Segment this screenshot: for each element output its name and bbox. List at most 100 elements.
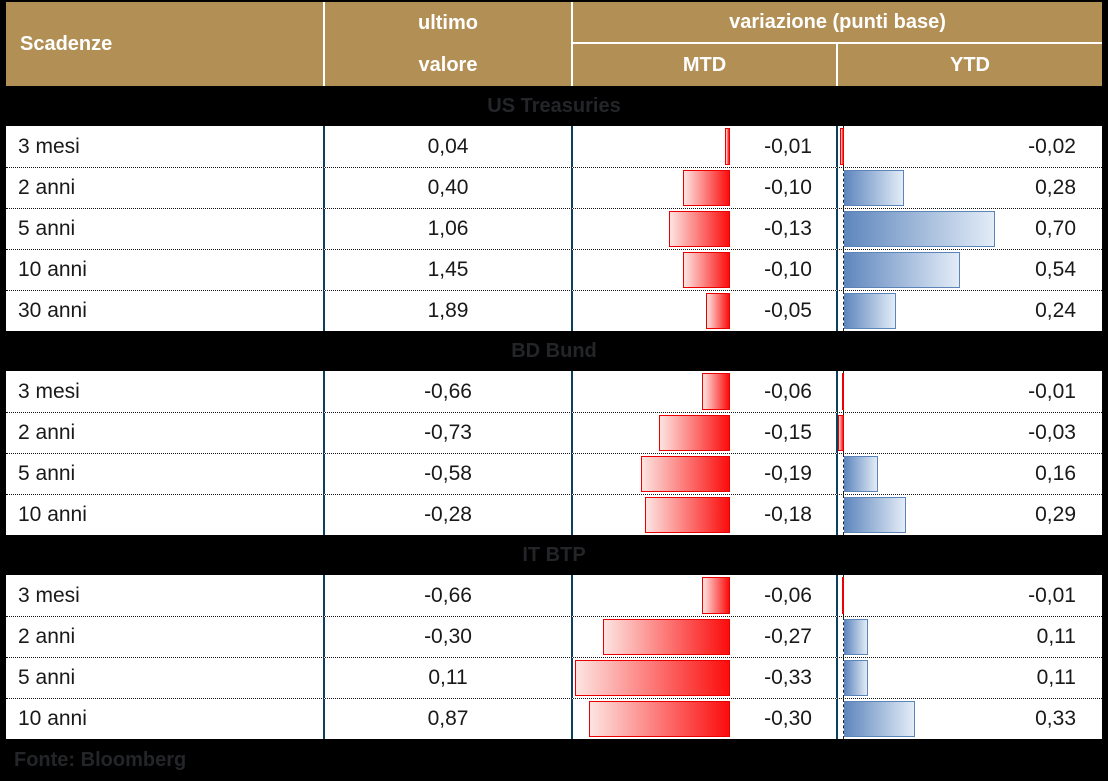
- maturity-label: 2 anni: [18, 421, 76, 444]
- ytd-cell: -0,01: [836, 575, 1102, 616]
- last-value-cell: -0,66: [323, 575, 571, 616]
- mtd-cell: -0,06: [571, 371, 836, 412]
- mtd-value: -0,06: [764, 379, 812, 403]
- maturity-label: 10 anni: [18, 258, 87, 281]
- mtd-bar: [706, 293, 730, 329]
- mtd-cell: -0,10: [571, 250, 836, 290]
- ytd-value: -0,01: [1028, 583, 1076, 607]
- mtd-bar: [641, 456, 730, 492]
- ytd-zero-line: [843, 454, 844, 494]
- last-value-cell: 0,40: [323, 168, 571, 208]
- ytd-value: 0,11: [1036, 666, 1076, 689]
- header-scadenze: Scadenze: [20, 32, 113, 55]
- section-title: US Treasuries: [6, 86, 1102, 126]
- table-row: 5 anni 1,06 -0,13 0,70: [6, 208, 1102, 249]
- ytd-cell: 0,28: [836, 168, 1102, 208]
- maturity-label: 5 anni: [18, 666, 76, 689]
- mtd-value: -0,19: [764, 462, 812, 485]
- ytd-bar: [844, 211, 995, 247]
- maturity-label: 3 mesi: [18, 583, 80, 607]
- last-value-cell: 1,45: [323, 250, 571, 290]
- ytd-value: 0,24: [1035, 299, 1076, 322]
- ytd-value: -0,03: [1028, 421, 1076, 444]
- source-note: Fonte: Bloomberg: [14, 748, 187, 771]
- ytd-bar: [842, 577, 844, 614]
- header-ultimo-valore: ultimo valore: [323, 2, 571, 86]
- mtd-value: -0,05: [764, 299, 812, 322]
- last-value-cell: -0,58: [323, 454, 571, 494]
- maturity-label: 5 anni: [18, 462, 76, 485]
- mtd-cell: -0,18: [571, 495, 836, 535]
- mtd-bar: [725, 128, 730, 165]
- mtd-bar: [659, 415, 730, 451]
- mtd-value: -0,30: [764, 707, 812, 730]
- ytd-zero-line: [843, 291, 844, 331]
- ytd-value: -0,02: [1028, 134, 1076, 158]
- table-row: 10 anni -0,28 -0,18 0,29: [6, 494, 1102, 535]
- mtd-bar: [575, 660, 730, 696]
- ytd-bar: [838, 415, 844, 451]
- ytd-bar: [842, 373, 844, 410]
- ytd-cell: -0,02: [836, 126, 1102, 167]
- mtd-bar: [603, 619, 730, 655]
- maturity-label: 30 anni: [18, 299, 87, 322]
- table-body: US Treasuries 3 mesi 0,04 -0,01 -0,02 2 …: [6, 86, 1102, 739]
- ytd-cell: 0,16: [836, 454, 1102, 494]
- last-value-cell: -0,30: [323, 617, 571, 657]
- mtd-cell: -0,27: [571, 617, 836, 657]
- ytd-bar: [844, 497, 906, 533]
- ytd-cell: 0,70: [836, 209, 1102, 249]
- ytd-value: 0,33: [1035, 707, 1076, 730]
- table-row: 3 mesi -0,66 -0,06 -0,01: [6, 575, 1102, 616]
- mtd-cell: -0,30: [571, 699, 836, 739]
- mtd-value: -0,15: [764, 421, 812, 444]
- ytd-cell: 0,24: [836, 291, 1102, 331]
- mtd-cell: -0,19: [571, 454, 836, 494]
- table-section: IT BTP 3 mesi -0,66 -0,06 -0,01 2 anni -…: [6, 535, 1102, 739]
- mtd-value: -0,18: [764, 503, 812, 526]
- section-title: IT BTP: [6, 535, 1102, 575]
- table-row: 10 anni 1,45 -0,10 0,54: [6, 249, 1102, 290]
- mtd-value: -0,01: [764, 134, 812, 158]
- ytd-bar: [844, 293, 896, 329]
- table-row: 3 mesi -0,66 -0,06 -0,01: [6, 371, 1102, 412]
- header-variazione: variazione (punti base): [573, 2, 1102, 44]
- table-row: 5 anni -0,58 -0,19 0,16: [6, 453, 1102, 494]
- ytd-bar: [840, 128, 844, 165]
- last-value-cell: 0,04: [323, 126, 571, 167]
- table-row: 2 anni 0,40 -0,10 0,28: [6, 167, 1102, 208]
- ytd-cell: 0,29: [836, 495, 1102, 535]
- section-rows: 3 mesi 0,04 -0,01 -0,02 2 anni 0,40 -0,1…: [6, 126, 1102, 331]
- ytd-value: 0,11: [1036, 625, 1076, 648]
- mtd-bar: [683, 252, 730, 288]
- section-title: BD Bund: [6, 331, 1102, 371]
- ytd-cell: 0,11: [836, 658, 1102, 698]
- last-value-cell: -0,28: [323, 495, 571, 535]
- header-ultimo-line1: ultimo: [418, 11, 478, 34]
- mtd-bar: [702, 373, 730, 410]
- maturity-label: 5 anni: [18, 217, 76, 240]
- ytd-value: 0,70: [1035, 217, 1076, 240]
- ytd-cell: 0,54: [836, 250, 1102, 290]
- table-section: BD Bund 3 mesi -0,66 -0,06 -0,01 2 anni …: [6, 331, 1102, 535]
- ytd-cell: 0,33: [836, 699, 1102, 739]
- mtd-bar: [589, 701, 730, 737]
- table-header: Scadenze ultimo valore variazione (punti…: [6, 2, 1102, 86]
- maturity-label: 2 anni: [18, 176, 76, 199]
- table-row: 3 mesi 0,04 -0,01 -0,02: [6, 126, 1102, 167]
- mtd-cell: -0,15: [571, 413, 836, 453]
- ytd-bar: [844, 660, 868, 696]
- ytd-bar: [844, 170, 904, 206]
- mtd-cell: -0,10: [571, 168, 836, 208]
- mtd-bar: [669, 211, 730, 247]
- header-mtd: MTD: [682, 53, 727, 76]
- ytd-value: -0,01: [1028, 379, 1076, 403]
- table-row: 5 anni 0,11 -0,33 0,11: [6, 657, 1102, 698]
- last-value-cell: 1,06: [323, 209, 571, 249]
- header-valore-line2: valore: [418, 53, 478, 76]
- last-value-cell: 0,87: [323, 699, 571, 739]
- maturity-label: 2 anni: [18, 625, 76, 648]
- mtd-cell: -0,06: [571, 575, 836, 616]
- last-value-cell: 0,11: [323, 658, 571, 698]
- table-row: 30 anni 1,89 -0,05 0,24: [6, 290, 1102, 331]
